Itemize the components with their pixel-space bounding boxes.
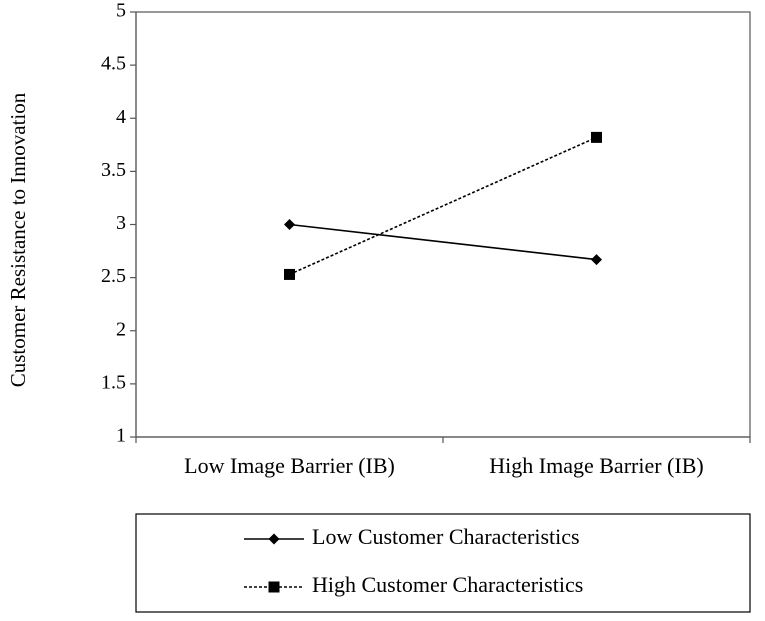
series-layer: [284, 131, 602, 280]
y-axis-title: Customer Resistance to Innovation: [6, 92, 30, 387]
x-category-label: High Image Barrier (IB): [489, 453, 703, 478]
y-tick-label: 1: [116, 425, 126, 447]
legend: Low Customer Characteristics High Custome…: [244, 524, 583, 597]
y-tick-label: 2: [116, 318, 126, 340]
data-point-marker: [591, 131, 602, 143]
y-tick-label: 5: [116, 0, 126, 22]
data-point-marker: [591, 254, 602, 266]
legend-marker: [268, 581, 280, 593]
data-point-marker: [284, 219, 295, 230]
y-tick-label: 3: [116, 212, 126, 234]
x-category-label: Low Image Barrier (IB): [184, 453, 395, 478]
data-point-marker: [284, 268, 295, 280]
y-tick-label: 2.5: [101, 265, 126, 287]
y-axis-ticks: 1 1.5 2 2.5 3 3.5 4 4.5 5: [101, 0, 136, 447]
plot-area-border: [135, 11, 751, 438]
x-axis-ticks: Low Image Barrier (IB) High Image Barrier…: [135, 437, 751, 478]
series-line-high-customer-characteristics: [289, 136, 597, 276]
y-tick-label: 4: [116, 106, 126, 128]
legend-marker: [268, 533, 280, 545]
legend-label: Low Customer Characteristics: [312, 524, 580, 549]
legend-box: [135, 513, 751, 613]
series-line-low-customer-characteristics: [289, 223, 597, 261]
y-tick-label: 1.5: [101, 371, 126, 393]
y-tick-label: 3.5: [101, 159, 126, 181]
y-tick-label: 4.5: [101, 53, 126, 75]
legend-label: High Customer Characteristics: [312, 572, 583, 597]
